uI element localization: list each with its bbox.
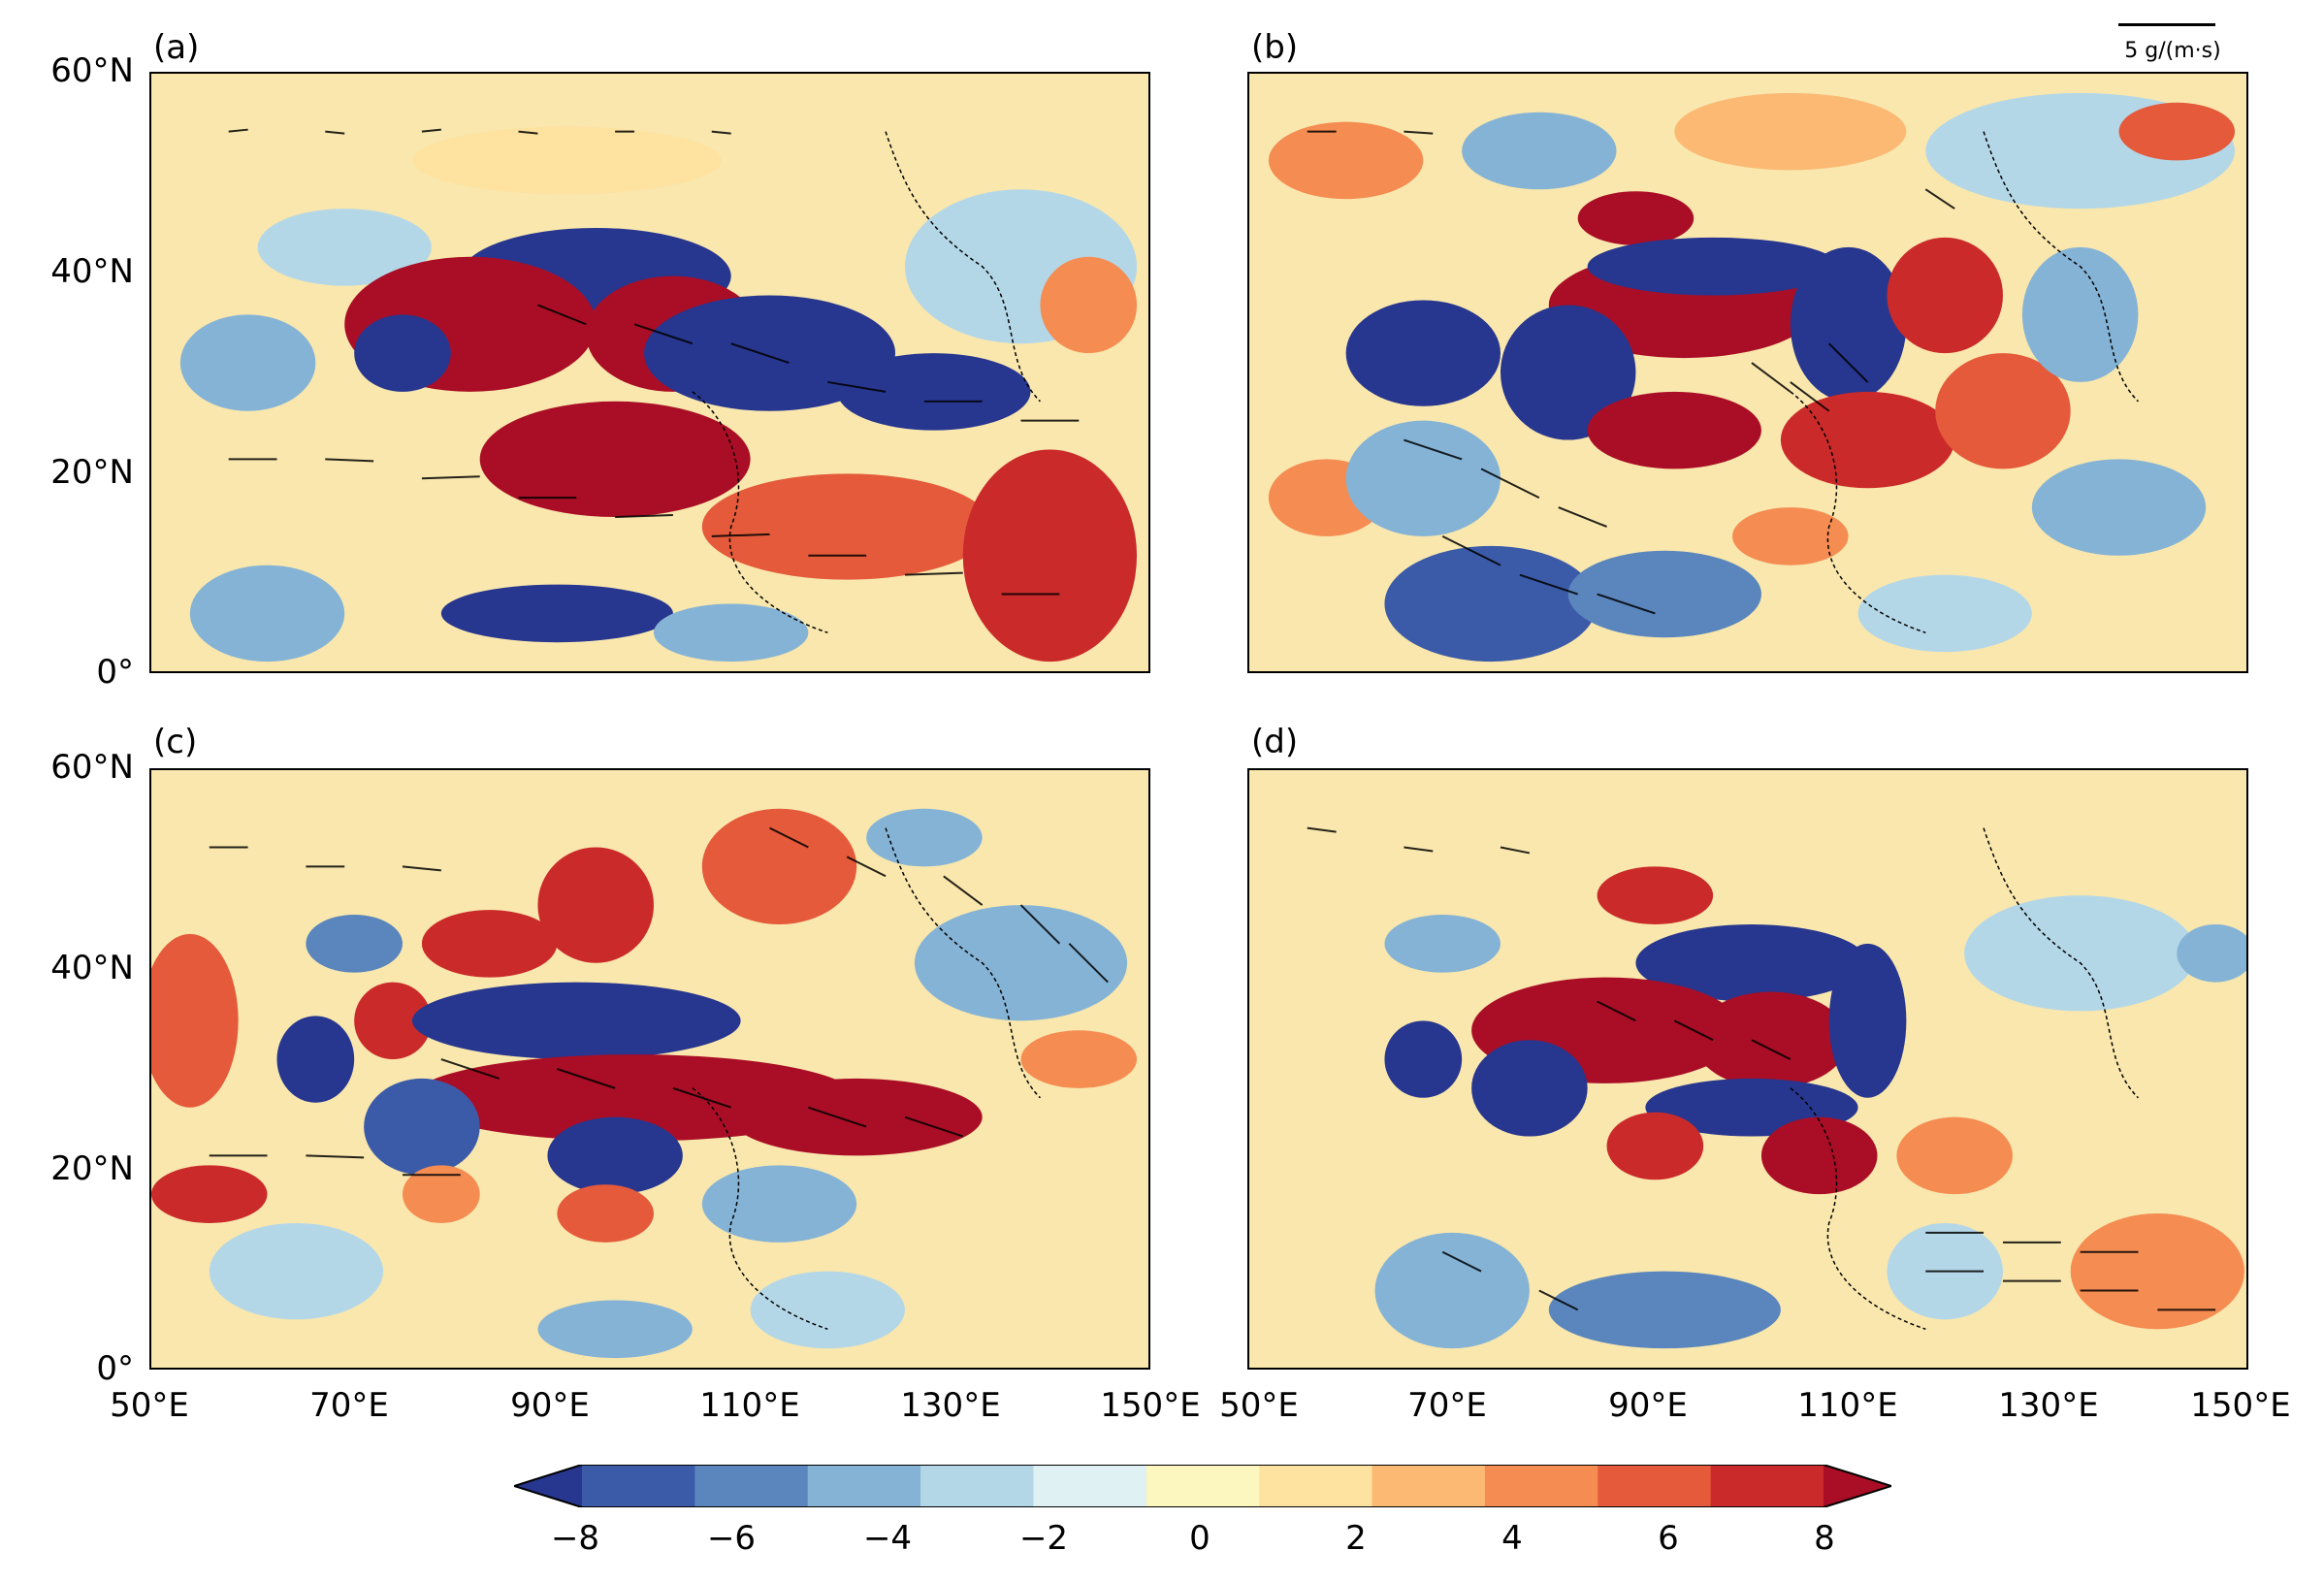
panel-label-d: (d)	[1251, 723, 1299, 761]
ytick-a-40: 40°N	[50, 252, 134, 291]
colorbar-bin	[1146, 1465, 1260, 1507]
ytick-c-0: 0°	[96, 1349, 134, 1388]
xtick-right-50: 50°E	[1219, 1386, 1299, 1425]
colorbar-tick: 6	[1658, 1519, 1679, 1558]
colorbar-extend-max	[1824, 1465, 1891, 1507]
map-panel-b	[1247, 72, 2248, 673]
xtick-left-70: 70°E	[309, 1386, 389, 1425]
ytick-a-60: 60°N	[50, 51, 134, 90]
anomaly-field-d	[1249, 770, 2246, 1368]
panel-label-a: (a)	[153, 28, 200, 67]
panel-label-b: (b)	[1251, 28, 1299, 67]
map-panel-d	[1247, 768, 2248, 1370]
colorbar-bin	[1710, 1465, 1824, 1507]
ytick-a-0: 0°	[96, 653, 134, 692]
anomaly-field-a	[151, 74, 1148, 671]
colorbar-bin	[1372, 1465, 1486, 1507]
xtick-left-150: 150°E	[1100, 1386, 1201, 1425]
colorbar-bin	[920, 1465, 1034, 1507]
ytick-c-40: 40°N	[50, 949, 134, 987]
colorbar-tick: 0	[1189, 1519, 1210, 1558]
colorbar-tick: −2	[1018, 1519, 1069, 1558]
colorbar-extend-min	[514, 1465, 582, 1507]
colorbar-tick: −4	[862, 1519, 913, 1558]
reference-vector-label: 5 g/(m·s)	[2124, 39, 2221, 63]
xtick-left-50: 50°E	[110, 1386, 189, 1425]
colorbar-tick: 8	[1814, 1519, 1835, 1558]
anomaly-field-b	[1249, 74, 2246, 671]
xtick-right-130: 130°E	[1998, 1386, 2099, 1425]
colorbar-tick: −6	[706, 1519, 757, 1558]
xtick-left-110: 110°E	[699, 1386, 800, 1425]
xtick-right-90: 90°E	[1608, 1386, 1688, 1425]
xtick-left-130: 130°E	[900, 1386, 1001, 1425]
ytick-c-20: 20°N	[50, 1149, 134, 1188]
colorbar-bin	[1598, 1465, 1712, 1507]
colorbar-bin	[582, 1465, 695, 1507]
ytick-a-20: 20°N	[50, 453, 134, 492]
colorbar-bin	[1484, 1465, 1598, 1507]
colorbar	[514, 1465, 1891, 1507]
colorbar-tick: −8	[550, 1519, 600, 1558]
reference-arrow	[2118, 23, 2215, 26]
panel-label-c: (c)	[153, 723, 198, 761]
colorbar-bin	[807, 1465, 921, 1507]
colorbar-tick: 2	[1345, 1519, 1367, 1558]
anomaly-field-c	[151, 770, 1148, 1368]
reference-vector: 5 g/(m·s)	[2105, 21, 2241, 70]
colorbar-bin	[1259, 1465, 1373, 1507]
map-panel-a	[149, 72, 1150, 673]
xtick-left-90: 90°E	[510, 1386, 590, 1425]
colorbar-tick: 4	[1501, 1519, 1523, 1558]
colorbar-bin	[694, 1465, 809, 1507]
xtick-right-70: 70°E	[1407, 1386, 1487, 1425]
colorbar-bin	[1033, 1465, 1147, 1507]
xtick-right-110: 110°E	[1797, 1386, 1898, 1425]
xtick-right-150: 150°E	[2190, 1386, 2291, 1425]
map-panel-c	[149, 768, 1150, 1370]
ytick-c-60: 60°N	[50, 748, 134, 787]
